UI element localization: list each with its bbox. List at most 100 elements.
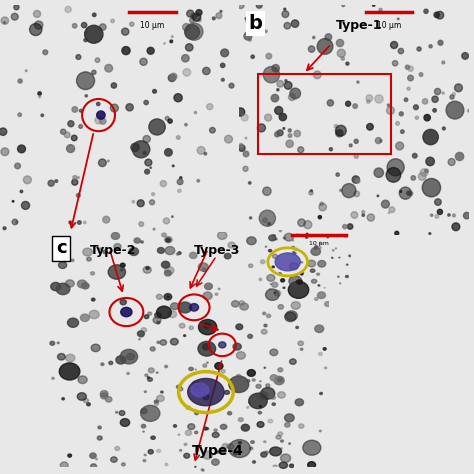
Circle shape <box>399 112 403 116</box>
Circle shape <box>263 187 271 195</box>
Circle shape <box>170 338 178 345</box>
Circle shape <box>52 377 54 379</box>
Circle shape <box>267 274 275 281</box>
Circle shape <box>25 70 27 72</box>
Circle shape <box>278 432 283 436</box>
Circle shape <box>339 189 342 191</box>
Circle shape <box>77 176 80 179</box>
Text: Type-4: Type-4 <box>192 444 244 458</box>
Circle shape <box>189 367 193 371</box>
Circle shape <box>317 273 319 275</box>
Circle shape <box>220 449 226 453</box>
Circle shape <box>279 273 281 274</box>
Circle shape <box>442 127 446 130</box>
Circle shape <box>450 95 454 99</box>
Circle shape <box>284 414 294 422</box>
Circle shape <box>266 314 271 318</box>
Circle shape <box>18 79 22 83</box>
Circle shape <box>215 363 223 369</box>
Text: Type-2: Type-2 <box>90 244 136 257</box>
Circle shape <box>77 221 81 224</box>
Circle shape <box>310 269 315 273</box>
Circle shape <box>337 49 346 57</box>
Circle shape <box>153 228 155 230</box>
Circle shape <box>273 238 274 240</box>
Circle shape <box>103 250 107 254</box>
Circle shape <box>250 447 253 450</box>
Circle shape <box>195 466 196 467</box>
Circle shape <box>347 224 353 229</box>
Circle shape <box>160 340 166 345</box>
Circle shape <box>281 279 284 282</box>
Circle shape <box>96 458 97 460</box>
Circle shape <box>286 311 297 320</box>
Circle shape <box>110 457 117 462</box>
Circle shape <box>448 158 455 165</box>
Circle shape <box>225 135 232 143</box>
Circle shape <box>206 428 209 429</box>
Circle shape <box>261 452 267 457</box>
Circle shape <box>3 227 6 230</box>
Circle shape <box>198 341 216 356</box>
Circle shape <box>386 168 401 182</box>
Circle shape <box>275 107 283 115</box>
Circle shape <box>190 252 197 258</box>
Circle shape <box>41 114 44 117</box>
Circle shape <box>111 83 117 88</box>
Circle shape <box>228 242 235 248</box>
Circle shape <box>100 391 108 397</box>
Circle shape <box>180 177 182 179</box>
Circle shape <box>257 124 265 132</box>
Circle shape <box>120 419 130 427</box>
Circle shape <box>299 286 300 287</box>
Circle shape <box>131 143 139 152</box>
Circle shape <box>148 312 152 315</box>
Circle shape <box>92 13 96 17</box>
Circle shape <box>419 73 423 76</box>
Circle shape <box>187 10 194 17</box>
Circle shape <box>435 89 441 95</box>
Circle shape <box>349 255 351 257</box>
Circle shape <box>260 381 261 382</box>
Circle shape <box>301 348 303 350</box>
Circle shape <box>375 137 382 144</box>
Circle shape <box>120 269 123 271</box>
Circle shape <box>144 391 146 392</box>
Circle shape <box>279 113 286 121</box>
Circle shape <box>82 22 87 27</box>
Circle shape <box>137 200 144 207</box>
Circle shape <box>247 380 250 382</box>
Circle shape <box>100 393 108 399</box>
Circle shape <box>155 400 158 403</box>
Circle shape <box>274 132 280 137</box>
Circle shape <box>425 169 428 173</box>
Circle shape <box>18 113 21 117</box>
Circle shape <box>84 38 87 42</box>
Circle shape <box>283 237 286 239</box>
Circle shape <box>248 182 251 184</box>
Circle shape <box>51 283 61 291</box>
Circle shape <box>190 18 194 23</box>
Circle shape <box>295 248 297 250</box>
Circle shape <box>173 165 174 167</box>
Circle shape <box>319 430 321 432</box>
Circle shape <box>62 398 64 400</box>
Circle shape <box>442 92 444 94</box>
Circle shape <box>171 303 179 310</box>
Circle shape <box>97 436 102 440</box>
Circle shape <box>264 324 267 327</box>
Circle shape <box>417 47 421 51</box>
Circle shape <box>76 193 80 197</box>
Circle shape <box>266 53 272 59</box>
Circle shape <box>346 264 348 265</box>
Circle shape <box>56 283 70 295</box>
Circle shape <box>183 335 186 337</box>
Circle shape <box>356 179 360 183</box>
Circle shape <box>303 440 321 455</box>
Circle shape <box>199 319 217 335</box>
Circle shape <box>429 45 432 48</box>
Circle shape <box>95 58 100 63</box>
Circle shape <box>120 263 125 267</box>
Circle shape <box>346 62 349 65</box>
Circle shape <box>35 21 43 29</box>
